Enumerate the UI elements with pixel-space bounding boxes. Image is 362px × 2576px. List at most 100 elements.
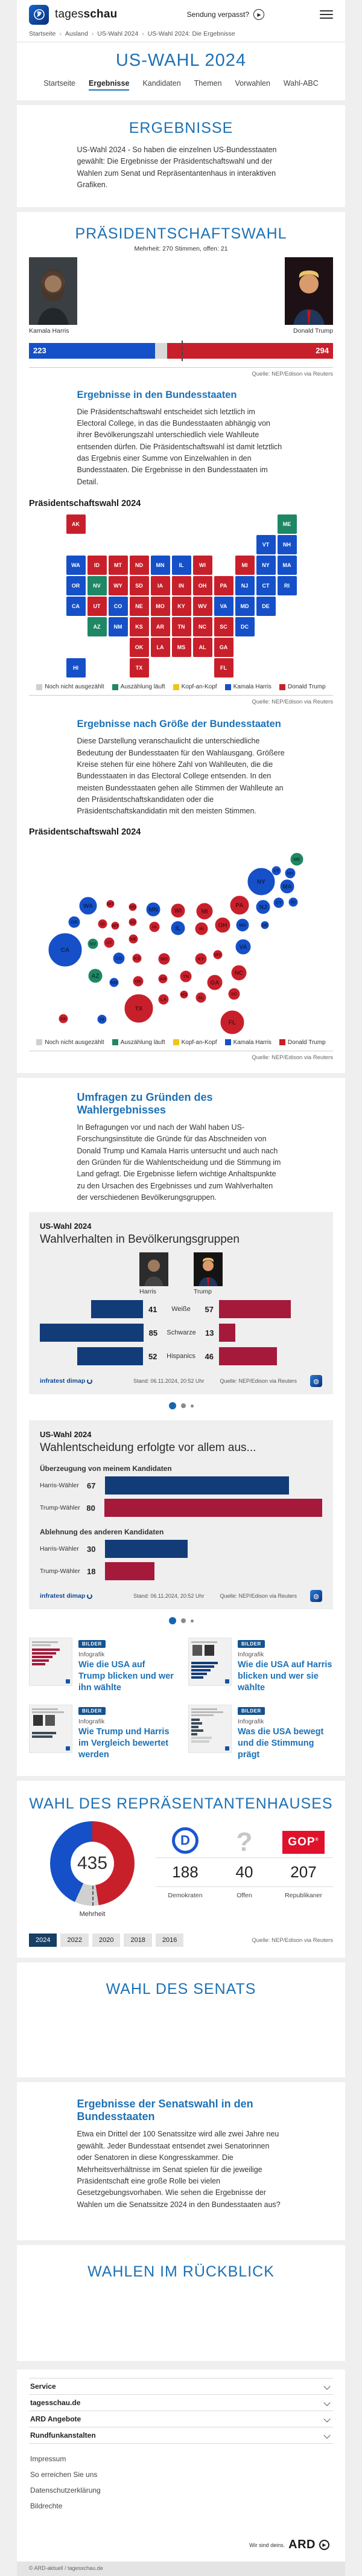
tab-vorwahlen[interactable]: Vorwahlen (235, 79, 270, 88)
state-bubble-ME[interactable] (290, 852, 304, 867)
carousel-dot[interactable] (168, 1402, 176, 1410)
state-bubble-SD[interactable] (128, 917, 138, 927)
state-tile-IL[interactable]: IL (171, 556, 191, 575)
state-bubble-KS[interactable] (132, 953, 142, 964)
teaser-card[interactable]: BILDER Infografik Was die USA bewegt und… (188, 1704, 333, 1761)
state-bubble-WV[interactable] (212, 949, 223, 960)
state-bubble-MA[interactable] (279, 879, 295, 894)
state-bubble-VT[interactable] (271, 865, 282, 876)
state-bubble-AK[interactable] (58, 1013, 69, 1024)
state-tile-OK[interactable]: OK (129, 638, 149, 658)
state-tile-LA[interactable]: LA (150, 638, 170, 658)
tab-themen[interactable]: Themen (194, 79, 222, 88)
state-tile-CT[interactable]: CT (256, 576, 276, 596)
state-bubble-KY[interactable] (194, 952, 208, 966)
state-bubble-MT[interactable] (106, 899, 115, 909)
state-tile-WA[interactable]: WA (66, 556, 86, 575)
state-tile-RI[interactable]: RI (277, 576, 297, 596)
state-bubble-TX[interactable] (124, 993, 154, 1024)
state-tile-IA[interactable]: IA (150, 576, 170, 596)
state-tile-IN[interactable]: IN (171, 576, 191, 596)
state-tile-OR[interactable]: OR (66, 576, 86, 596)
state-tile-DC[interactable]: DC (235, 617, 255, 637)
state-bubble-FL[interactable] (220, 1010, 245, 1035)
state-tile-MA[interactable]: MA (277, 556, 297, 575)
state-bubble-MD[interactable] (235, 918, 250, 932)
state-bubble-NC[interactable] (230, 964, 247, 981)
state-tile-MN[interactable]: MN (150, 556, 170, 575)
state-bubble-OH[interactable] (214, 917, 231, 934)
carousel-dot[interactable] (190, 1404, 194, 1408)
state-tile-SD[interactable]: SD (129, 576, 149, 596)
state-bubble-AR[interactable] (157, 973, 168, 984)
state-tile-KS[interactable]: KS (129, 617, 149, 637)
state-tile-AR[interactable]: AR (150, 617, 170, 637)
state-bubble-WY[interactable] (110, 921, 120, 931)
footer-link-so-erreichen-sie-uns[interactable]: So erreichen Sie uns (30, 2470, 98, 2479)
state-tile-ND[interactable]: ND (129, 556, 149, 575)
state-bubble-AZ[interactable] (87, 968, 103, 984)
state-bubble-SC[interactable] (227, 987, 241, 1001)
state-tile-NY[interactable]: NY (256, 556, 276, 575)
state-tile-OH[interactable]: OH (192, 576, 212, 596)
state-bubble-HI[interactable] (97, 1014, 107, 1025)
state-tile-AZ[interactable]: AZ (87, 617, 107, 637)
state-tile-ME[interactable]: ME (277, 514, 297, 534)
state-tile-NE[interactable]: NE (129, 597, 149, 617)
state-tile-WY[interactable]: WY (108, 576, 128, 596)
state-tile-MO[interactable]: MO (150, 597, 170, 617)
year-tab-2024[interactable]: 2024 (29, 1934, 57, 1947)
state-bubble-MN[interactable] (145, 902, 161, 917)
state-tile-WV[interactable]: WV (192, 597, 212, 617)
state-tile-HI[interactable]: HI (66, 658, 86, 678)
state-tile-PA[interactable]: PA (214, 576, 233, 596)
state-bubble-NV[interactable] (87, 938, 99, 950)
carousel-dot[interactable] (180, 1618, 186, 1624)
year-tab-2020[interactable]: 2020 (92, 1934, 121, 1947)
state-bubble-ND[interactable] (128, 902, 138, 912)
footer-accordion-tagesschau-de[interactable]: tagesschau.de (29, 2395, 333, 2412)
state-bubble-GA[interactable] (206, 974, 223, 991)
state-bubble-ID[interactable] (97, 918, 108, 929)
electoral-college-bar[interactable]: 223 294 (29, 340, 333, 361)
missed-show-button[interactable]: Sendung verpasst? ▶ (187, 9, 264, 20)
state-bubble-NJ[interactable] (255, 899, 271, 915)
state-tile-MD[interactable]: MD (235, 597, 255, 617)
state-tile-AL[interactable]: AL (192, 638, 212, 658)
state-bubble-AL[interactable] (195, 992, 207, 1004)
state-bubble-LA[interactable] (157, 993, 170, 1005)
state-bubble-MI[interactable] (195, 902, 214, 920)
state-bubble-OK[interactable] (132, 975, 144, 987)
state-tile-NJ[interactable]: NJ (235, 576, 255, 596)
breadcrumb-item[interactable]: Ausland (65, 30, 88, 37)
tagesschau-logo[interactable] (29, 4, 49, 25)
state-tile-TN[interactable]: TN (171, 617, 191, 637)
state-tile-ID[interactable]: ID (87, 556, 107, 575)
state-bubble-IA[interactable] (148, 921, 160, 933)
tab-startseite[interactable]: Startseite (43, 79, 76, 88)
state-bubble-UT[interactable] (103, 937, 115, 949)
state-bubble-OR[interactable] (68, 915, 81, 929)
teaser-card[interactable]: BILDER Infografik Wie die USA auf Trump … (29, 1638, 174, 1694)
state-bubble-CT[interactable] (273, 897, 285, 909)
tab-kandidaten[interactable]: Kandidaten (142, 79, 181, 88)
breadcrumb-item[interactable]: US-Wahl 2024 (97, 30, 139, 37)
carousel-dot[interactable] (190, 1619, 194, 1623)
teaser-card[interactable]: BILDER Infografik Wie die USA auf Harris… (188, 1638, 333, 1694)
tab-ergebnisse[interactable]: Ergebnisse (89, 79, 130, 91)
state-tile-FL[interactable]: FL (214, 658, 233, 678)
state-bubble-IL[interactable] (170, 920, 186, 936)
state-tile-AK[interactable]: AK (66, 514, 86, 534)
state-tile-NH[interactable]: NH (277, 535, 297, 555)
state-bubble-MO[interactable] (157, 952, 171, 966)
state-bubble-RI[interactable] (288, 897, 299, 908)
state-bubble-WI[interactable] (170, 903, 186, 918)
state-tile-SC[interactable]: SC (214, 617, 233, 637)
footer-accordion-service[interactable]: Service (29, 2378, 333, 2395)
state-bubble-CO[interactable] (112, 952, 125, 965)
state-bubble-IN[interactable] (194, 921, 209, 936)
footer-link-bildrechte[interactable]: Bildrechte (30, 2502, 63, 2511)
state-tile-GA[interactable]: GA (214, 638, 233, 658)
breadcrumb-item[interactable]: Startseite (29, 30, 56, 37)
breadcrumb-item[interactable]: US-Wahl 2024: Die Ergebnisse (147, 30, 235, 37)
